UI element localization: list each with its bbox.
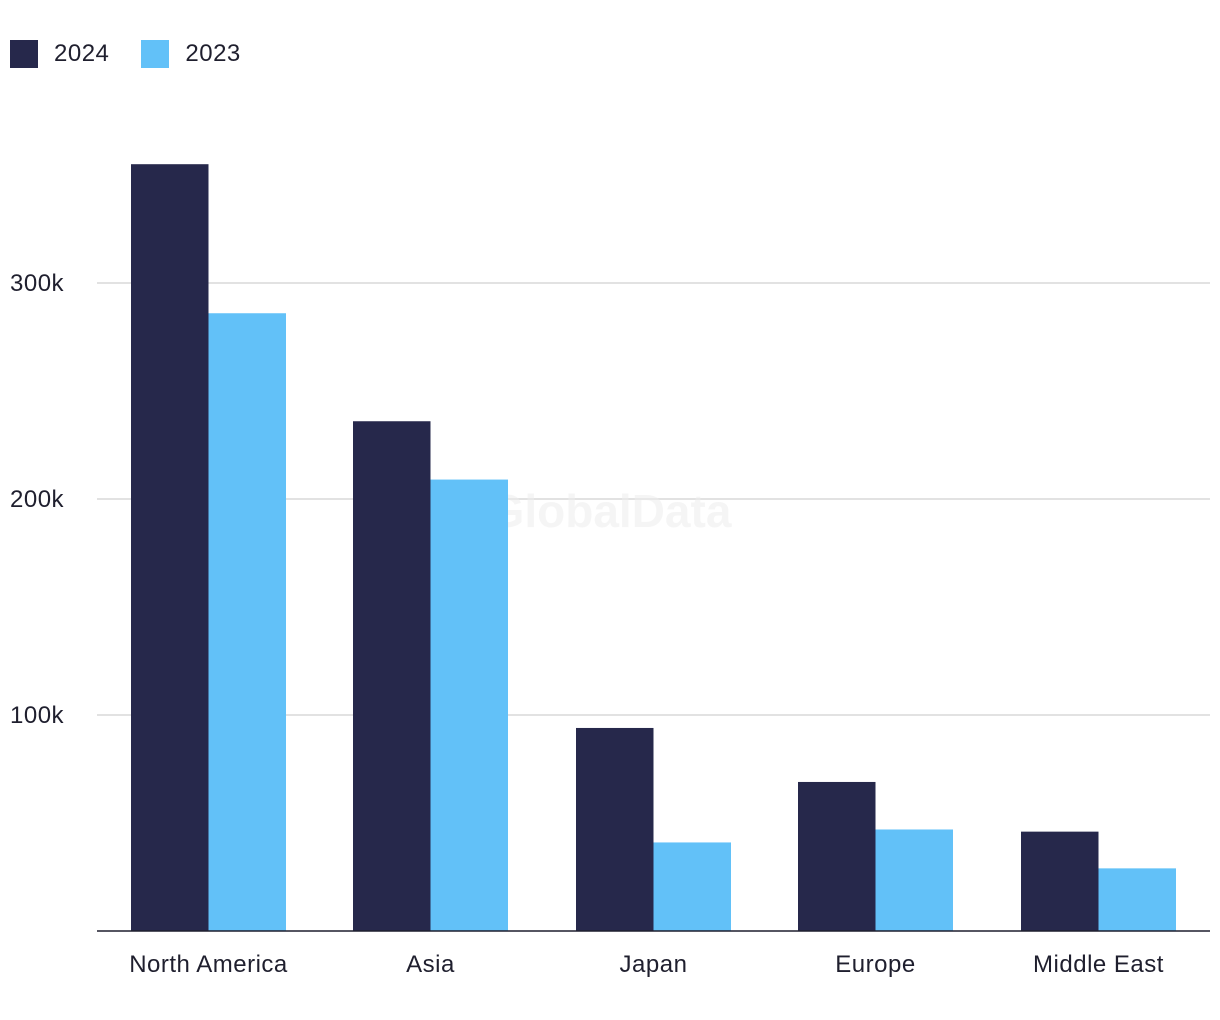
y-tick-labels: 100k 200k 300k: [10, 270, 65, 729]
chart-legend: 2024 2023: [10, 40, 273, 68]
x-category-label: Middle East: [1033, 951, 1164, 978]
y-tick-label: 200k: [10, 486, 65, 513]
x-category-label: Europe: [835, 951, 915, 978]
bar-japan-2024[interactable]: [576, 727, 654, 931]
bar-asia-2024[interactable]: [353, 421, 431, 931]
bar-europe-2024[interactable]: [798, 781, 876, 931]
x-category-label: North America: [129, 951, 288, 978]
x-category-labels: North America Asia Japan Europe Middle East: [129, 951, 1164, 978]
y-tick-label: 300k: [10, 270, 65, 297]
bar-middle-east-2024[interactable]: [1021, 831, 1099, 931]
legend-item-2023[interactable]: 2023: [141, 40, 240, 68]
bar-europe-2023[interactable]: [875, 829, 954, 931]
bar-japan-2023[interactable]: [653, 842, 732, 931]
legend-label-2023: 2023: [185, 40, 241, 67]
watermark-text: GlobalData: [489, 485, 732, 537]
y-tick-label: 100k: [10, 702, 65, 729]
bar-north-america-2024[interactable]: [131, 164, 209, 931]
legend-item-2024[interactable]: 2024: [10, 40, 109, 68]
bar-north-america-2023[interactable]: [208, 313, 287, 931]
bars: [131, 164, 1176, 931]
legend-swatch-2024: [10, 40, 38, 68]
x-category-label: Japan: [620, 951, 688, 978]
bar-middle-east-2023[interactable]: [1098, 868, 1177, 931]
legend-swatch-2023: [141, 40, 170, 68]
bar-asia-2023[interactable]: [430, 479, 509, 931]
legend-label-2024: 2024: [54, 40, 110, 67]
x-category-label: Asia: [406, 951, 455, 978]
